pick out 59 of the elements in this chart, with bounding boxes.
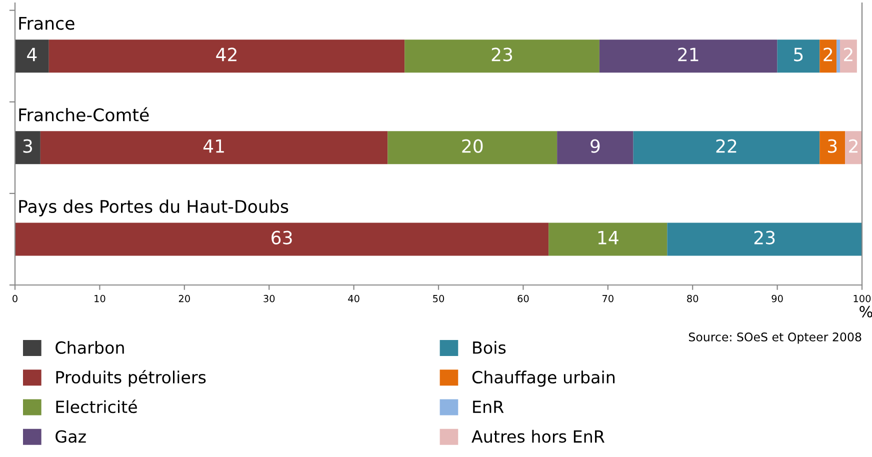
bar — [633, 131, 820, 164]
data-label: 2 — [849, 139, 858, 153]
x-tick-label: 60 — [518, 294, 529, 302]
x-axis-title: % — [860, 306, 872, 318]
x-tick-label: 0 — [12, 294, 18, 302]
data-label: 9 — [590, 139, 600, 153]
bar — [667, 222, 862, 256]
bar — [48, 40, 405, 73]
legend-label: Bois — [473, 341, 506, 354]
x-tick-label: 10 — [94, 294, 106, 302]
data-label: 2 — [824, 48, 832, 62]
x-tick-label: 80 — [687, 294, 698, 302]
bar — [15, 40, 49, 73]
data-label: 4 — [27, 48, 37, 62]
x-tick-label: 90 — [772, 294, 783, 302]
bar — [557, 131, 634, 164]
bar — [820, 131, 846, 164]
legend-label: Autres hors EnR — [472, 430, 604, 443]
x-tick-label: 30 — [264, 294, 275, 302]
legend-label: Gaz — [56, 430, 86, 443]
data-label: 3 — [23, 139, 32, 153]
data-label: 14 — [598, 231, 618, 244]
data-label: 42 — [216, 48, 236, 62]
bar — [548, 222, 668, 256]
bar — [840, 40, 857, 73]
y-tick-label: France — [19, 16, 74, 30]
bar — [404, 40, 600, 73]
data-label: 41 — [203, 139, 224, 153]
x-tick-label: 20 — [178, 294, 190, 302]
bar — [777, 40, 820, 73]
source-note: Source: SOeS et Opteer 2008 — [688, 332, 862, 344]
data-label: 2 — [844, 48, 852, 62]
y-tick-label: Franche-Comté — [19, 107, 149, 122]
x-tick-label: 100 — [854, 294, 871, 302]
data-label: 23 — [492, 48, 512, 62]
bar — [40, 131, 388, 164]
bar — [388, 131, 558, 164]
legend-label: Charbon — [56, 341, 124, 354]
data-label: 23 — [754, 230, 775, 244]
data-label: 21 — [678, 48, 698, 62]
data-label: 3 — [828, 139, 837, 153]
bar — [836, 40, 840, 73]
data-label: 20 — [462, 139, 483, 153]
data-label: 22 — [716, 139, 736, 153]
x-tick-label: 40 — [348, 294, 360, 302]
y-tick-label: Pays des Portes du Haut-Doubs — [19, 200, 288, 216]
data-label: 5 — [794, 48, 803, 62]
bar — [820, 40, 837, 73]
legend-label: EnR — [473, 400, 504, 413]
legend-label: Produits pétroliers — [56, 370, 206, 387]
bar — [15, 131, 40, 164]
bar — [15, 222, 549, 256]
x-tick-label: 70 — [602, 294, 614, 302]
bar — [845, 131, 862, 164]
bar — [599, 40, 778, 73]
x-tick-label: 50 — [433, 294, 444, 302]
legend-label: Chauffage urbain — [472, 370, 615, 387]
data-label: 63 — [272, 230, 292, 244]
legend-label: Electricité — [56, 400, 137, 414]
